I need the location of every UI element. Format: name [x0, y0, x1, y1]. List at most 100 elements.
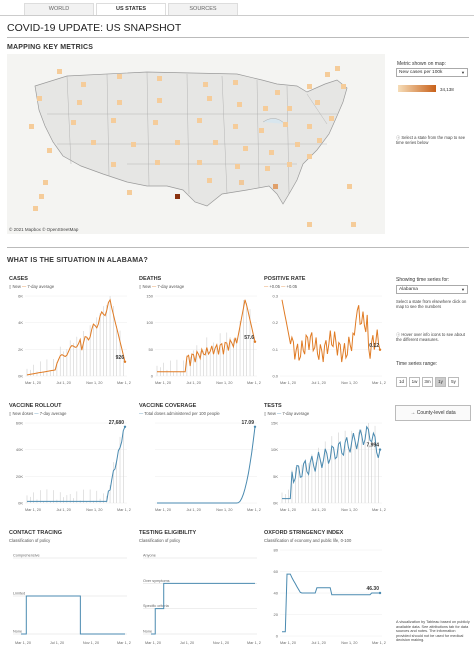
range-1w-button[interactable]: 1w: [409, 377, 420, 387]
state-marker[interactable]: [213, 140, 218, 145]
state-select[interactable]: Alabama ▼: [396, 285, 468, 294]
state-marker[interactable]: [207, 96, 212, 101]
state-marker[interactable]: [317, 138, 322, 143]
state-marker[interactable]: [263, 106, 268, 111]
chart-testing-plot[interactable]: Anyone Over symptoms Specific criteria None…: [139, 544, 261, 648]
chart-title: TESTING ELIGIBILITY: [139, 530, 197, 536]
state-marker[interactable]: [233, 80, 238, 85]
state-marker[interactable]: [307, 124, 312, 129]
state-marker[interactable]: [273, 184, 278, 189]
state-marker[interactable]: [341, 84, 346, 89]
state-marker[interactable]: [265, 166, 270, 171]
state-marker[interactable]: [131, 142, 136, 147]
end-value-label: 7,994: [366, 443, 379, 449]
state-marker[interactable]: [111, 118, 116, 123]
state-marker[interactable]: [275, 90, 280, 95]
state-marker[interactable]: [237, 102, 242, 107]
county-level-button[interactable]: → County-level data: [395, 405, 471, 421]
state-marker[interactable]: [243, 146, 248, 151]
state-marker[interactable]: [91, 140, 96, 145]
tab-sources[interactable]: SOURCES: [168, 3, 238, 15]
state-marker[interactable]: [283, 122, 288, 127]
state-marker[interactable]: [207, 178, 212, 183]
metric-select[interactable]: New cases per 100k ▼: [396, 68, 468, 77]
y-tick-label: 6K: [18, 294, 23, 299]
state-marker[interactable]: [307, 222, 312, 227]
state-marker[interactable]: [77, 100, 82, 105]
state-marker[interactable]: [127, 190, 132, 195]
state-marker[interactable]: [37, 96, 42, 101]
state-marker[interactable]: [335, 66, 340, 71]
state-marker[interactable]: [287, 162, 292, 167]
state-marker[interactable]: [39, 194, 44, 199]
state-marker[interactable]: [175, 140, 180, 145]
state-marker[interactable]: [235, 164, 240, 169]
state-marker[interactable]: [71, 120, 76, 125]
tab-us-states[interactable]: US STATES: [96, 3, 166, 15]
state-marker[interactable]: [117, 100, 122, 105]
range-1d-button[interactable]: 1d: [396, 377, 407, 387]
chart-contact-plot[interactable]: Comprehensive Limited None Mar 1, 20 Jul 1, …: [9, 544, 131, 648]
state-marker[interactable]: [111, 162, 116, 167]
state-marker[interactable]: [197, 160, 202, 165]
y-tick-label: 0: [151, 374, 154, 379]
range-5y-button[interactable]: 5y: [448, 377, 459, 387]
state-marker[interactable]: [315, 100, 320, 105]
state-marker[interactable]: [351, 222, 356, 227]
y-tick-label: 5K: [273, 474, 278, 479]
x-tick-label: Mar 1, 21: [372, 381, 386, 385]
state-marker[interactable]: [347, 184, 352, 189]
state-marker[interactable]: [197, 118, 202, 123]
state-marker[interactable]: [269, 150, 274, 155]
state-marker[interactable]: [175, 194, 180, 199]
state-marker[interactable]: [233, 124, 238, 129]
chevron-down-icon: ▼: [461, 70, 465, 75]
footnote: A visualization by Tableau based on publ…: [396, 620, 470, 643]
map-canvas[interactable]: [7, 54, 385, 234]
chevron-down-icon: ▼: [461, 287, 465, 292]
range-1y-button[interactable]: 1y: [435, 377, 446, 387]
chart-coverage-plot[interactable]: Mar 1, 20 Jul 1, 20 Nov 1, 20 Mar 1, 21 17.0…: [139, 417, 261, 515]
range-3m-button[interactable]: 3m: [422, 377, 433, 387]
state-marker[interactable]: [81, 82, 86, 87]
series-line: [282, 425, 381, 500]
x-tick-label: Jul 1, 20: [50, 641, 64, 645]
x-tick-label: Jul 1, 20: [56, 508, 70, 512]
state-marker[interactable]: [153, 120, 158, 125]
state-marker[interactable]: [287, 106, 292, 111]
level-label: Over symptoms: [143, 579, 170, 583]
state-marker[interactable]: [157, 98, 162, 103]
state-marker[interactable]: [33, 206, 38, 211]
map-credit: © 2021 Mapbox © OpenStreetMap: [9, 227, 79, 232]
section-title-map: MAPPING KEY METRICS: [7, 44, 94, 51]
state-marker[interactable]: [307, 84, 312, 89]
state-marker[interactable]: [47, 148, 52, 153]
state-markers[interactable]: [29, 66, 356, 227]
state-marker[interactable]: [239, 180, 244, 185]
level-label: Anyone: [143, 554, 156, 558]
state-marker[interactable]: [307, 154, 312, 159]
state-marker[interactable]: [117, 74, 122, 79]
state-marker[interactable]: [155, 160, 160, 165]
tab-world[interactable]: WORLD: [24, 3, 94, 15]
state-marker[interactable]: [57, 69, 62, 74]
state-marker[interactable]: [29, 124, 34, 129]
state-marker[interactable]: [295, 142, 300, 147]
state-marker[interactable]: [325, 72, 330, 77]
state-marker[interactable]: [203, 82, 208, 87]
state-marker[interactable]: [329, 116, 334, 121]
series-line: [26, 298, 126, 376]
us-map[interactable]: © 2021 Mapbox © OpenStreetMap: [7, 54, 385, 234]
state-marker[interactable]: [157, 76, 162, 81]
y-tick-label: 60: [274, 569, 279, 574]
state-marker[interactable]: [259, 128, 264, 133]
x-tick-label: Nov 1, 20: [86, 508, 102, 512]
state-marker[interactable]: [43, 180, 48, 185]
x-tick-label: Nov 1, 20: [216, 508, 232, 512]
